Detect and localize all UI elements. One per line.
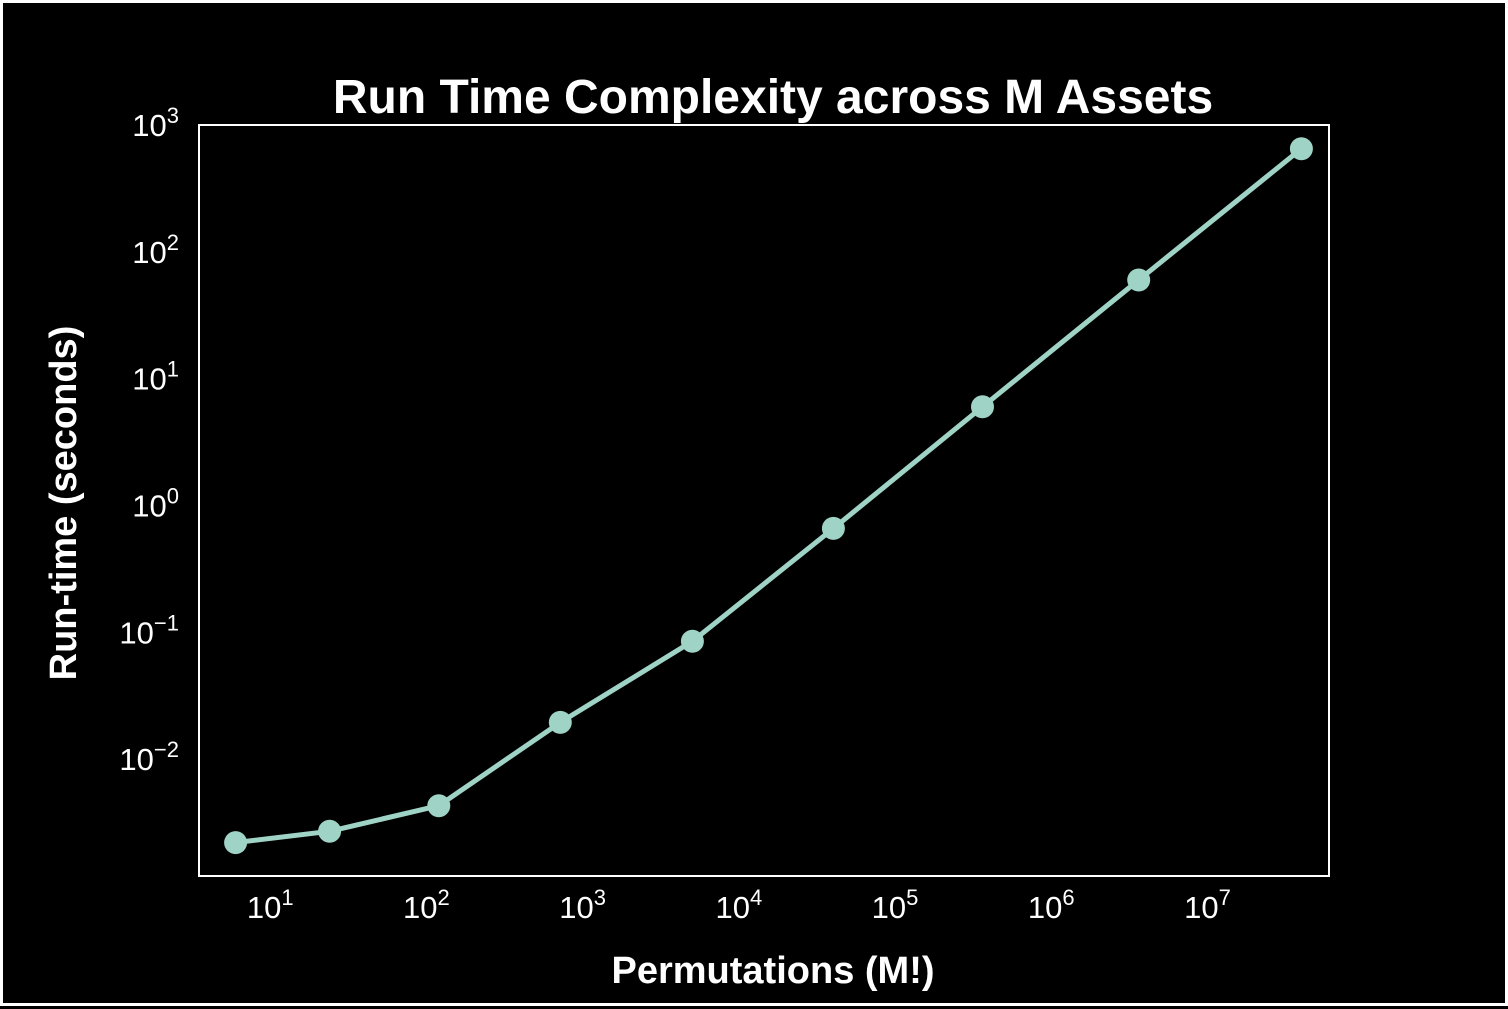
chart-title: Run Time Complexity across M Assets	[333, 71, 1213, 124]
y-axis-label: Run-time (seconds)	[43, 326, 85, 681]
x-tick-label: 104	[715, 885, 762, 925]
data-point	[1289, 137, 1313, 161]
y-tick-label: 10−2	[119, 737, 179, 777]
x-tick-label: 107	[1184, 885, 1231, 925]
y-tick-label: 102	[132, 230, 179, 270]
y-tick-label: 10−1	[119, 610, 179, 650]
y-tick-label: 101	[132, 357, 179, 397]
data-point	[427, 794, 451, 818]
data-point	[1127, 268, 1151, 292]
data-point	[821, 516, 845, 540]
series-line	[235, 146, 1303, 846]
data-point	[224, 831, 248, 855]
data-point	[971, 395, 994, 419]
x-tick-label: 101	[247, 885, 294, 925]
x-tick-label: 105	[872, 885, 919, 925]
data-point	[680, 629, 704, 653]
y-axis-ticks: 10−2 10−1 100 101 102 103	[119, 103, 179, 777]
plot-area-frame	[198, 124, 1330, 877]
y-tick-label: 103	[132, 103, 179, 143]
series-layer	[224, 137, 1313, 855]
x-axis-ticks: 101 102 103 104 105 106 107	[247, 885, 1231, 925]
x-tick-label: 106	[1028, 885, 1075, 925]
y-tick-label: 100	[132, 484, 179, 524]
x-axis-label: Permutations (M!)	[612, 950, 935, 992]
x-tick-label: 102	[403, 885, 450, 925]
chart-svg: Run Time Complexity across M Assets 101 1…	[43, 71, 1330, 992]
x-tick-label: 103	[559, 885, 606, 925]
data-point	[318, 819, 342, 843]
data-point	[548, 710, 572, 734]
